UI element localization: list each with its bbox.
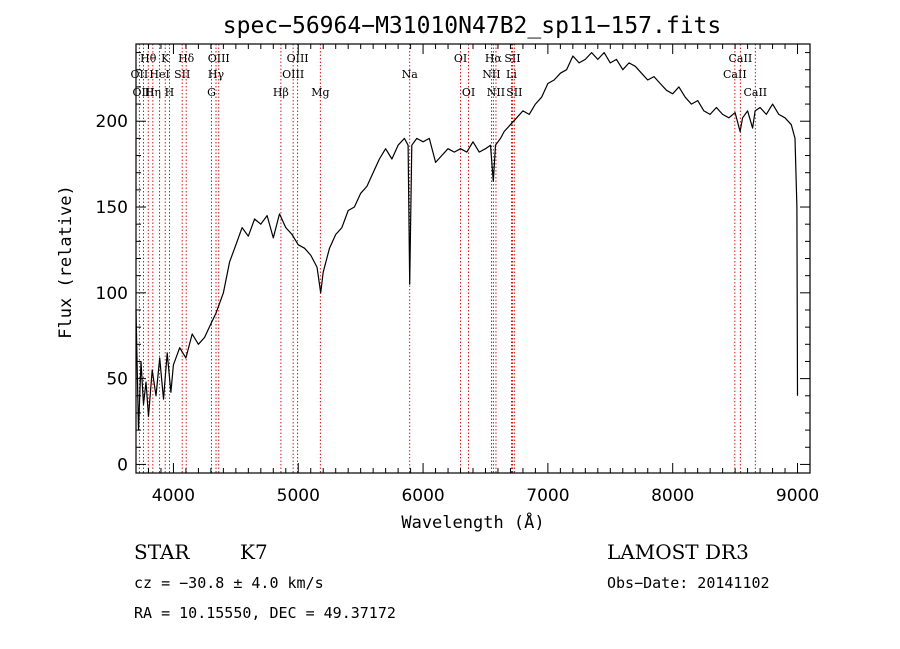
- line-label: Li: [506, 68, 517, 81]
- y-tick-label: 100: [96, 284, 128, 304]
- spectral-line-markers: [138, 44, 756, 473]
- line-label: SII: [506, 86, 522, 99]
- y-tick-label: 200: [96, 112, 128, 132]
- y-tick-label: 0: [117, 455, 128, 475]
- line-label: K: [161, 52, 170, 65]
- survey-name: LAMOST DR3: [607, 540, 749, 564]
- x-tick-label: 9000: [776, 486, 819, 506]
- line-label: NII: [487, 86, 505, 99]
- line-label: G: [207, 86, 216, 99]
- object-class: STAR: [134, 540, 190, 564]
- line-label: Mg: [311, 86, 329, 99]
- line-label: SII: [174, 68, 190, 81]
- line-label: OIII: [287, 52, 309, 65]
- line-label: OI: [462, 86, 475, 99]
- line-label: Hδ: [178, 52, 195, 65]
- x-tick-label: 7000: [526, 486, 569, 506]
- y-tick-label: 50: [106, 370, 128, 390]
- line-label: OIII: [208, 52, 230, 65]
- spectral-line-labels: Hθ OII OIII K HeI Hη Hδ SII H OIII Hγ G OIII OIII Hβ Mg…: [131, 52, 768, 99]
- x-tick-label: 4000: [152, 486, 195, 506]
- line-label: OIII: [132, 86, 154, 99]
- object-subclass: K7: [240, 540, 268, 564]
- y-axis-ticks: 0 50 100 150 200: [96, 52, 810, 475]
- x-tick-label: 8000: [651, 486, 694, 506]
- plot-frame: [135, 43, 811, 474]
- line-label: Hη: [145, 86, 161, 99]
- y-tick-label: 150: [96, 198, 128, 218]
- x-axis-ticks: 4000 5000 6000 7000 8000 9000: [147, 44, 819, 506]
- x-tick-label: 6000: [401, 486, 444, 506]
- y-axis-label: Flux (relative): [56, 185, 76, 339]
- redshift-cz: cz = −30.8 ± 4.0 km/s: [134, 574, 324, 592]
- line-label: SII: [504, 52, 520, 65]
- line-label: NII: [482, 68, 500, 81]
- coordinates: RA = 10.15550, DEC = 49.37172: [134, 604, 396, 622]
- line-label: Hγ: [208, 68, 225, 81]
- line-label: CaII: [723, 68, 747, 81]
- line-label: Na: [402, 68, 419, 81]
- spectrum-line: [135, 52, 799, 431]
- x-axis-label: Wavelength (Å): [401, 511, 544, 533]
- x-tick-label: 5000: [277, 486, 320, 506]
- chart-title: spec−56964−M31010N47B2_sp11−157.fits: [223, 13, 722, 39]
- line-label: OI: [454, 52, 467, 65]
- line-label: H: [165, 86, 175, 99]
- line-label: OIII: [282, 68, 304, 81]
- observation-date: Obs−Date: 20141102: [607, 574, 770, 592]
- line-label: CaII: [729, 52, 753, 65]
- line-label: Hα: [485, 52, 503, 65]
- line-label: Hθ: [140, 52, 157, 65]
- line-label: Hβ: [273, 86, 289, 99]
- line-label: HeI: [149, 68, 169, 81]
- line-label: OII: [131, 68, 149, 81]
- line-label: CaII: [743, 86, 767, 99]
